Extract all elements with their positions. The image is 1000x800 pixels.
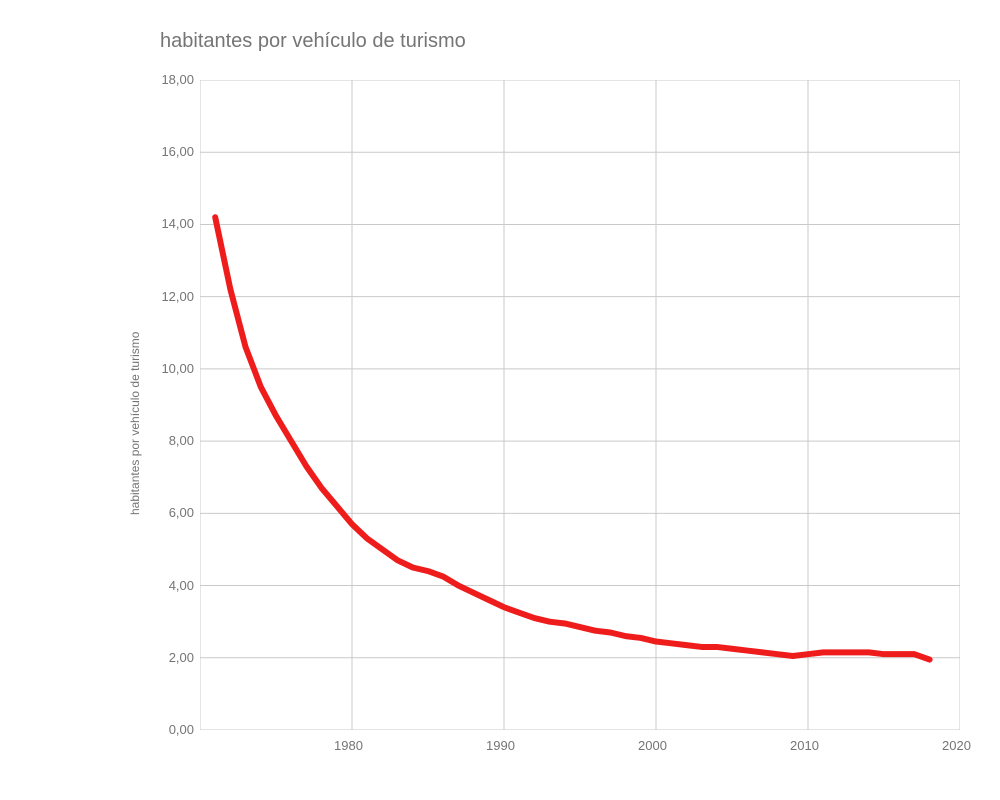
- y-axis-label: habitantes por vehículo de turismo: [128, 332, 142, 515]
- x-tick-label: 1980: [334, 738, 363, 753]
- y-tick-label: 10,00: [150, 361, 194, 376]
- y-tick-label: 18,00: [150, 72, 194, 87]
- y-tick-label: 12,00: [150, 289, 194, 304]
- chart-title: habitantes por vehículo de turismo: [160, 30, 466, 53]
- x-tick-label: 2010: [790, 738, 819, 753]
- y-tick-label: 0,00: [150, 722, 194, 737]
- y-tick-label: 4,00: [150, 578, 194, 593]
- y-tick-label: 2,00: [150, 650, 194, 665]
- chart-container: habitantes por vehículo de turismo habit…: [0, 0, 1000, 800]
- x-tick-label: 2000: [638, 738, 667, 753]
- y-tick-label: 6,00: [150, 505, 194, 520]
- x-tick-label: 1990: [486, 738, 515, 753]
- data-line: [215, 217, 929, 659]
- x-tick-label: 2020: [942, 738, 971, 753]
- plot-area: [200, 80, 960, 730]
- y-tick-label: 14,00: [150, 216, 194, 231]
- y-tick-label: 8,00: [150, 433, 194, 448]
- y-tick-label: 16,00: [150, 144, 194, 159]
